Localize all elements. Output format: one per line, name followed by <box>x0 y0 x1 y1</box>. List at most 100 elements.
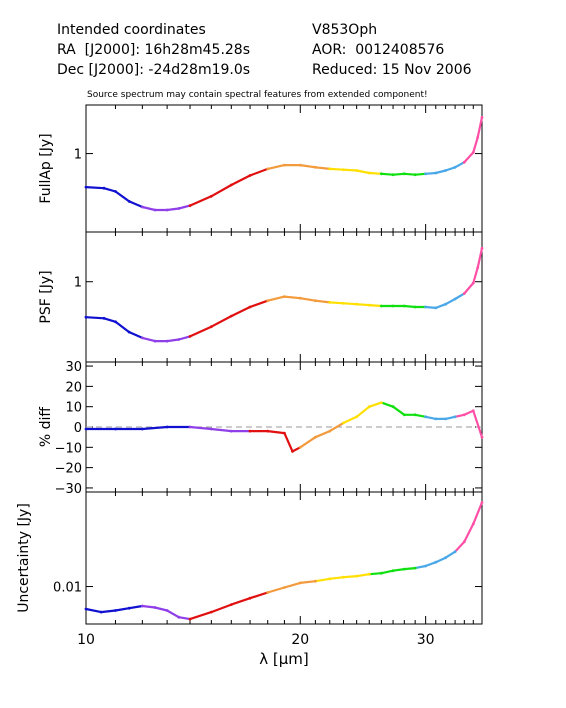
psf-data-point <box>462 292 466 295</box>
fullap-data-point <box>153 208 157 212</box>
psf-data-point <box>355 302 359 306</box>
psf-series-segment <box>463 281 475 295</box>
fullap-series-segment <box>84 186 106 190</box>
diff-data-point <box>141 427 144 431</box>
uncertainty-data-point <box>328 577 332 581</box>
uncertainty-data-point <box>434 560 438 564</box>
diff-series-segment <box>444 415 457 420</box>
fullap-data-point <box>229 183 233 187</box>
diff-data-point <box>453 415 457 419</box>
fullap-data-point <box>380 172 383 176</box>
fullap-data-point <box>434 171 438 175</box>
fullap-series-segment <box>328 167 345 171</box>
diff-ytick-label: −30 <box>55 482 82 497</box>
fullap-series-segment <box>166 207 180 212</box>
diff-series-segment <box>414 413 427 418</box>
psf-data-point <box>209 325 213 329</box>
psf-data-point <box>342 301 345 305</box>
diff-data-point <box>434 417 438 421</box>
uncertainty-data-point <box>114 609 117 612</box>
fullap-data-point <box>367 171 371 175</box>
uncertainty-ytick-label: 0.01 <box>53 581 82 596</box>
uncertainty-series-segment <box>230 597 252 606</box>
psf-series-segment <box>248 299 269 309</box>
psf-series-segment <box>314 299 331 304</box>
uncertainty-data-point <box>402 567 406 571</box>
psf-data-point <box>480 246 484 250</box>
diff-series-segment <box>141 425 169 431</box>
psf-series-segment <box>424 305 437 309</box>
diff-data-point <box>367 405 371 409</box>
fullap-data-point <box>314 165 317 169</box>
uncertainty-data-point <box>444 556 447 560</box>
uncertainty-series-segment <box>99 609 117 614</box>
psf-series-segment <box>328 301 345 305</box>
uncertainty-frame <box>85 491 483 625</box>
uncertainty-data-point <box>391 569 395 573</box>
fullap-data-point <box>444 169 447 172</box>
psf-data-point <box>266 299 270 303</box>
psf-data-point <box>444 302 447 306</box>
uncertainty-data-point <box>165 609 169 612</box>
fullap-series-segment <box>128 200 144 209</box>
psf-data-point <box>298 296 302 300</box>
psf-series-segment <box>84 316 106 320</box>
diff-series-segment <box>291 446 302 453</box>
psf-data-point <box>283 295 286 298</box>
psf-data-point <box>476 266 480 270</box>
uncertainty-ylabel: Uncertainty [Jy] <box>16 503 32 613</box>
psf-data-point <box>391 304 395 308</box>
fullap-series-segment <box>380 172 395 176</box>
header-left-line-2: RA [J2000]: 16h28m45.28s <box>57 42 250 58</box>
diff-data-point <box>380 401 383 404</box>
uncertainty-series-segment <box>454 540 466 553</box>
diff-data-point <box>342 421 345 425</box>
psf-series-segment <box>177 335 192 341</box>
fullap-series-segment <box>342 168 358 172</box>
uncertainty-data-point <box>314 579 317 583</box>
diff-series-segment <box>368 401 383 408</box>
fullap-data-point <box>413 173 417 177</box>
psf-data-point <box>127 330 131 334</box>
uncertainty-series-segment <box>248 591 269 600</box>
diff-data-point <box>248 429 252 433</box>
psf-series-segment <box>368 304 383 308</box>
uncertainty-series-segment <box>392 567 406 572</box>
fullap-series-segment <box>314 166 331 170</box>
fullap-series-segment <box>177 204 192 210</box>
diff-data-point <box>188 425 192 429</box>
uncertainty-series-segment <box>380 569 395 575</box>
fullap-series-segment <box>188 195 213 207</box>
psf-data-point <box>229 314 233 318</box>
fullap-data-point <box>283 163 286 167</box>
psf-series-segment <box>355 303 371 307</box>
uncertainty-series-segment <box>403 566 417 571</box>
fullap-series-segment <box>444 166 457 172</box>
psf-data-point <box>453 297 457 301</box>
diff-series-segment <box>342 415 358 424</box>
uncertainty-data-point <box>453 550 457 554</box>
diff-data-point <box>298 445 302 449</box>
fullap-series-segment <box>454 161 466 169</box>
psf-ytick-label: 1 <box>74 276 82 291</box>
fullap-data-point <box>127 200 131 203</box>
diff-series-segment <box>380 401 395 408</box>
uncertainty-data-point <box>355 574 359 578</box>
uncertainty-series-segment <box>434 556 447 564</box>
diff-series-segment <box>283 432 294 453</box>
uncertainty-data-point <box>380 571 383 575</box>
uncertainty-data-point <box>424 564 427 568</box>
psf-series-segment <box>403 304 417 309</box>
diff-ytick-label: 30 <box>65 360 82 375</box>
header-left-line-1: Intended coordinates <box>57 22 206 38</box>
psf-data-point <box>153 339 157 343</box>
fullap-series-segment <box>472 136 479 154</box>
fullap-series-segment <box>476 116 484 139</box>
psf-data-point <box>84 315 88 319</box>
diff-ytick-label: 0 <box>74 421 82 436</box>
fullap-data-point <box>424 172 427 176</box>
uncertainty-series-segment <box>114 607 131 612</box>
psf-data-point <box>413 305 417 309</box>
uncertainty-xtick-label: 30 <box>417 632 435 648</box>
fullap-data-point <box>141 205 144 209</box>
